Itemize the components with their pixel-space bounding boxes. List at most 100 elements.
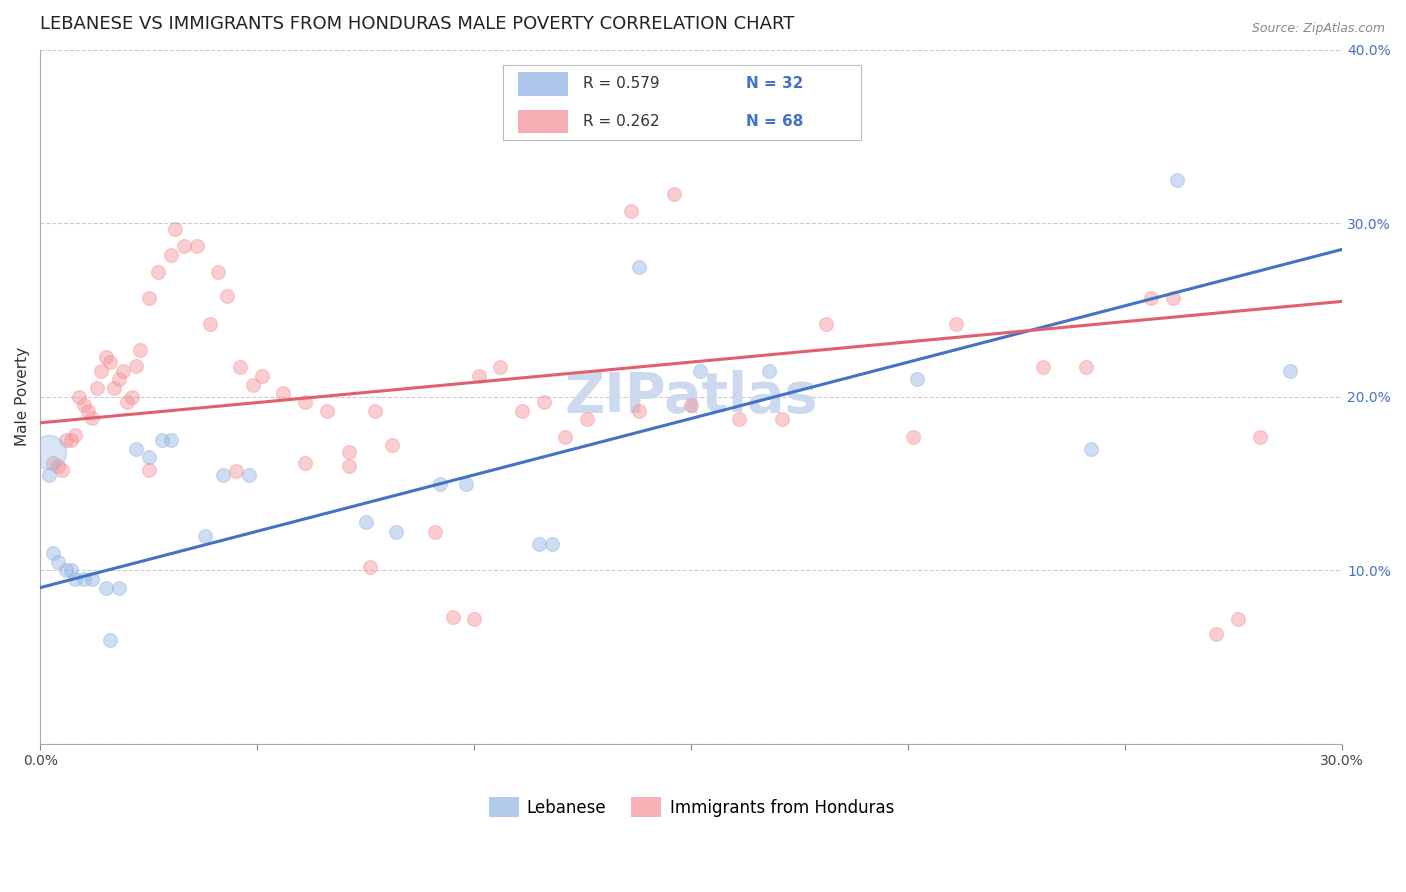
Point (98, 632, 121, 647)
Point (1032, 360, 1054, 375)
Point (463, 612, 485, 626)
Point (1161, 291, 1184, 305)
Point (38, 467, 60, 482)
Bar (519, 110, 568, 133)
Point (1279, 364, 1302, 378)
Point (150, 433, 173, 447)
Point (1140, 291, 1163, 305)
Y-axis label: Male Poverty: Male Poverty (15, 347, 30, 446)
Point (381, 438, 404, 452)
Point (250, 368, 273, 383)
Point (73, 399, 96, 413)
Point (901, 430, 924, 444)
Point (681, 399, 703, 413)
Point (728, 412, 751, 426)
Point (1249, 430, 1271, 444)
Point (294, 395, 316, 409)
Point (945, 317, 967, 331)
Point (125, 359, 148, 373)
Point (363, 403, 385, 417)
Point (628, 403, 651, 417)
Point (163, 221, 186, 235)
Point (225, 464, 247, 478)
Point (146, 265, 169, 279)
Point (541, 537, 564, 551)
Point (207, 265, 229, 279)
Point (82, 410, 104, 425)
Point (598, 126, 620, 140)
Point (689, 364, 711, 378)
Point (46, 555, 69, 569)
Point (125, 442, 148, 456)
Point (1076, 360, 1098, 375)
Point (69, 390, 91, 404)
Point (905, 372, 928, 386)
Point (441, 610, 464, 624)
Point (186, 239, 208, 253)
Point (758, 364, 780, 378)
Point (98, 355, 121, 369)
Point (107, 372, 129, 386)
Point (138, 462, 160, 476)
Point (242, 377, 264, 392)
Point (215, 289, 238, 303)
Point (194, 528, 217, 542)
Text: N = 68: N = 68 (747, 114, 803, 128)
Point (294, 456, 316, 470)
Point (1205, 627, 1227, 641)
Point (772, 412, 794, 426)
Point (42, 546, 65, 560)
Point (385, 524, 408, 539)
Point (73, 572, 96, 586)
Point (94, 581, 117, 595)
Point (173, 239, 195, 253)
Point (489, 360, 512, 375)
Point (42, 456, 65, 470)
Point (55, 563, 77, 577)
Point (429, 476, 451, 491)
Point (238, 467, 260, 482)
Point (77, 403, 100, 417)
Point (63, 572, 86, 586)
Point (359, 559, 381, 574)
Point (115, 395, 138, 409)
Point (337, 459, 360, 474)
Legend: Lebanese, Immigrants from Honduras: Lebanese, Immigrants from Honduras (482, 790, 901, 824)
Point (354, 515, 377, 529)
Point (63, 428, 86, 442)
Point (467, 368, 489, 383)
Text: LEBANESE VS IMMIGRANTS FROM HONDURAS MALE POVERTY CORRELATION CHART: LEBANESE VS IMMIGRANTS FROM HONDURAS MAL… (41, 15, 794, 33)
Point (129, 343, 152, 357)
Point (159, 247, 181, 261)
Point (90, 364, 112, 378)
Point (111, 364, 134, 378)
Point (229, 360, 252, 375)
Point (138, 450, 160, 465)
Point (315, 403, 337, 417)
Point (107, 581, 129, 595)
Point (121, 390, 143, 404)
FancyBboxPatch shape (502, 65, 860, 140)
Point (94, 350, 117, 364)
Point (662, 186, 685, 201)
Point (454, 476, 477, 491)
Point (533, 395, 555, 409)
Point (337, 445, 360, 459)
Text: Source: ZipAtlas.com: Source: ZipAtlas.com (1251, 22, 1385, 36)
Point (198, 317, 221, 331)
Point (425, 524, 447, 539)
Point (1227, 612, 1250, 626)
Point (628, 260, 651, 274)
Point (510, 403, 533, 417)
Bar (519, 72, 568, 95)
Text: N = 32: N = 32 (747, 77, 803, 91)
Point (159, 433, 181, 447)
Point (138, 291, 160, 305)
Point (82, 572, 104, 586)
Point (86, 381, 108, 395)
Point (554, 430, 576, 444)
Point (814, 317, 837, 331)
Point (51, 462, 73, 476)
Point (55, 433, 77, 447)
Point (576, 412, 599, 426)
